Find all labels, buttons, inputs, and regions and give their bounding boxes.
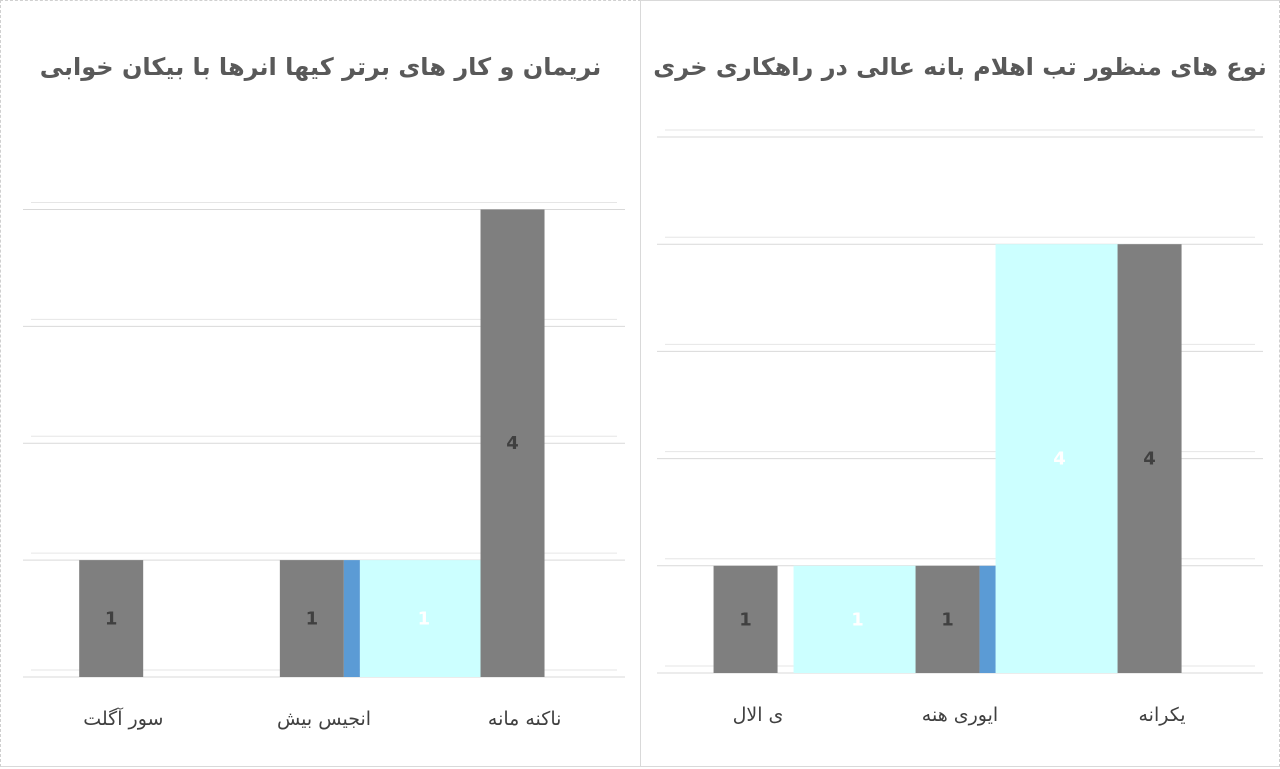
x-tick-label: ی الال	[733, 704, 784, 726]
data-label: 4	[1053, 449, 1066, 470]
data-label: 1	[306, 609, 319, 630]
x-tick-label: یکرانه	[1138, 704, 1185, 726]
bar	[343, 560, 360, 677]
bar-chart-left: 1 سور آگلت 1 1 انجیس بیش 4 ناکنه مانه	[23, 201, 625, 730]
data-label: 1	[418, 609, 431, 630]
data-label: 4	[506, 433, 519, 454]
x-tick-label: ایوری هنه	[922, 704, 998, 726]
data-label: 1	[105, 609, 118, 630]
bar	[359, 560, 488, 677]
bar	[1117, 244, 1182, 673]
x-tick-label: ناکنه مانه	[488, 708, 562, 730]
bar	[480, 209, 545, 677]
data-label: 1	[941, 609, 954, 630]
bar	[995, 244, 1124, 673]
bar	[713, 565, 778, 673]
data-label: 4	[1143, 449, 1156, 470]
bar	[793, 565, 922, 673]
data-label: 1	[739, 609, 752, 630]
bar	[79, 560, 144, 677]
bar-chart-right: 1 1 ی الال 1 4 ایوری هنه 4 یکرانه	[657, 129, 1263, 726]
chart-panel-right: نوع های منظور تب اهلام بانه عالی در راهک…	[640, 0, 1280, 767]
bar	[915, 565, 980, 673]
bar	[979, 565, 996, 673]
chart-title: نوع های منظور تب اهلام بانه عالی در راهک…	[653, 53, 1267, 81]
data-label: 1	[851, 609, 864, 630]
chart-panel-left: نریمان و کار های برتر کیها انرها با بیکا…	[0, 0, 641, 767]
x-tick-label: سور آگلت	[83, 706, 163, 730]
chart-title: نریمان و کار های برتر کیها انرها با بیکا…	[39, 53, 602, 81]
bar	[279, 560, 344, 677]
x-tick-label: انجیس بیش	[277, 708, 371, 730]
